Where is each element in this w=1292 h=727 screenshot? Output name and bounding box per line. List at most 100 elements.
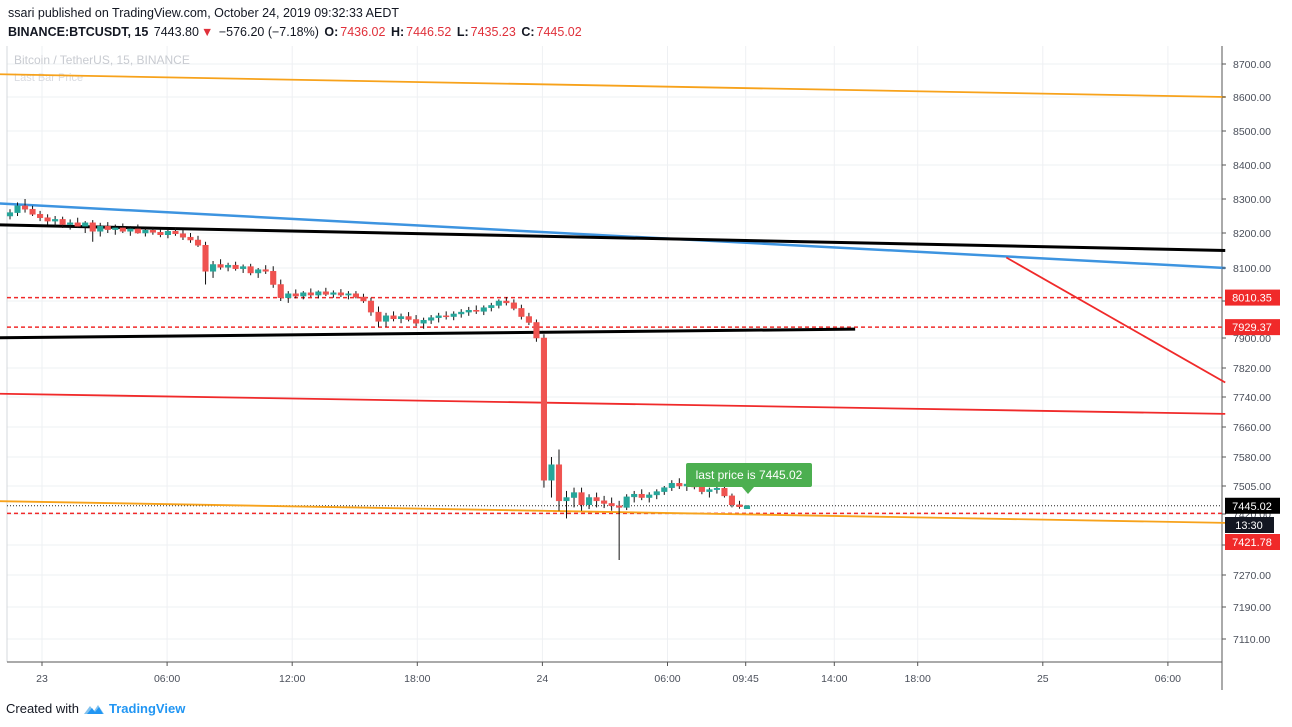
annotation-text: last price is 7445.02 (696, 468, 803, 482)
candle-body (217, 264, 224, 268)
candle (367, 297, 375, 316)
candle (112, 224, 119, 235)
candle (428, 315, 435, 324)
tradingview-brand[interactable]: TradingView (108, 701, 186, 716)
price-label-text: 7445.02 (1232, 501, 1272, 513)
candle (164, 229, 171, 239)
candle-body (458, 311, 465, 315)
trend-lines (0, 73, 1226, 524)
price-label: 7929.37 (1225, 319, 1280, 336)
candle (390, 311, 397, 322)
candle-body (398, 316, 405, 320)
trend-line-black (0, 327, 856, 340)
candle-body (307, 292, 314, 296)
low-label: L: (456, 25, 469, 39)
candle-body (6, 212, 14, 217)
candle-body (510, 302, 517, 309)
candle (89, 220, 96, 242)
chart-grid (6, 46, 1223, 690)
price-tick-label: 8300.00 (1233, 194, 1271, 206)
candle-body (623, 496, 630, 508)
candle-body (646, 494, 653, 498)
candle-body (360, 296, 367, 302)
candle (322, 287, 329, 297)
candle-body (382, 315, 390, 322)
price-tick-label: 7820.00 (1233, 363, 1271, 375)
candle (728, 493, 736, 508)
price-tick-label: 8700.00 (1233, 59, 1271, 71)
candle-body (555, 464, 563, 502)
candle (52, 216, 59, 227)
candle (179, 229, 187, 240)
candle-body (172, 231, 179, 234)
candle (488, 302, 495, 312)
candle (292, 289, 299, 299)
candle-body (21, 205, 29, 210)
candle-body (743, 505, 751, 509)
price-label-text: 7421.78 (1232, 537, 1272, 549)
candle-body (653, 491, 660, 496)
created-with-text: Created with (6, 701, 79, 716)
trend-line-blue (0, 202, 1226, 270)
candle-body (59, 219, 66, 225)
candle-body (202, 245, 209, 272)
candle-body (668, 483, 675, 488)
candle-body (322, 291, 329, 295)
candle (480, 305, 487, 316)
candle-body (713, 488, 720, 490)
candle-body (240, 266, 247, 269)
candle-body (375, 311, 382, 322)
candle-body (525, 316, 532, 323)
candle-body (586, 497, 593, 506)
trend-line-red (0, 392, 1226, 415)
candle (465, 306, 472, 316)
watermark-title: Bitcoin / TetherUS, 15, BINANCE (14, 53, 190, 67)
candle-body (149, 230, 156, 233)
author-name[interactable]: ssari (8, 6, 35, 20)
price-tick-label: 7660.00 (1233, 422, 1271, 434)
candle-body (352, 293, 359, 298)
price-tick-label: 7505.00 (1233, 481, 1271, 493)
price-tick-label: 7110.00 (1233, 634, 1270, 646)
time-tick-label: 06:00 (654, 673, 680, 685)
candle-body (736, 504, 743, 508)
candle (458, 309, 465, 318)
candle-body (488, 305, 495, 308)
candle-body (14, 205, 21, 213)
candle-body (232, 264, 239, 269)
candle-body (390, 315, 397, 320)
open-value: 7436.02 (340, 25, 386, 39)
price-tick-label: 8500.00 (1233, 126, 1271, 138)
symbol-label: BINANCE:BTCUSDT, 15 (8, 25, 149, 39)
price-change: −576.20 (−7.18%) (218, 25, 319, 39)
candle-body (210, 264, 217, 272)
candle-body (112, 227, 119, 230)
candle-body (450, 313, 457, 317)
chart-header: ssari published on TradingView.com, Octo… (8, 4, 584, 42)
candle (413, 315, 420, 327)
trend-line-red (1005, 256, 1226, 384)
price-chart[interactable]: Bitcoin / TetherUS, 15, BINANCE Last Bar… (0, 0, 1292, 700)
candle (533, 319, 540, 342)
candle-body (247, 266, 254, 274)
candle (202, 241, 209, 285)
price-label-text: 7929.37 (1232, 322, 1272, 334)
candle-body (676, 483, 683, 487)
candle-body (473, 310, 480, 312)
price-label-bg (1225, 497, 1280, 514)
time-tick-label: 24 (537, 673, 549, 685)
trend-line-orange (0, 73, 1226, 98)
candle-body (631, 493, 638, 498)
price-tick-label: 7740.00 (1233, 392, 1271, 404)
candle (405, 312, 412, 322)
footer: Created with TradingView (6, 701, 185, 716)
candle (676, 478, 683, 489)
candle-body (179, 233, 187, 238)
candle (270, 266, 277, 288)
price-label-text: 13:30 (1235, 520, 1263, 532)
candle (134, 224, 141, 234)
candle-body (104, 225, 111, 230)
candle-body (721, 488, 728, 497)
candle-body (661, 487, 668, 492)
candle (443, 311, 450, 320)
